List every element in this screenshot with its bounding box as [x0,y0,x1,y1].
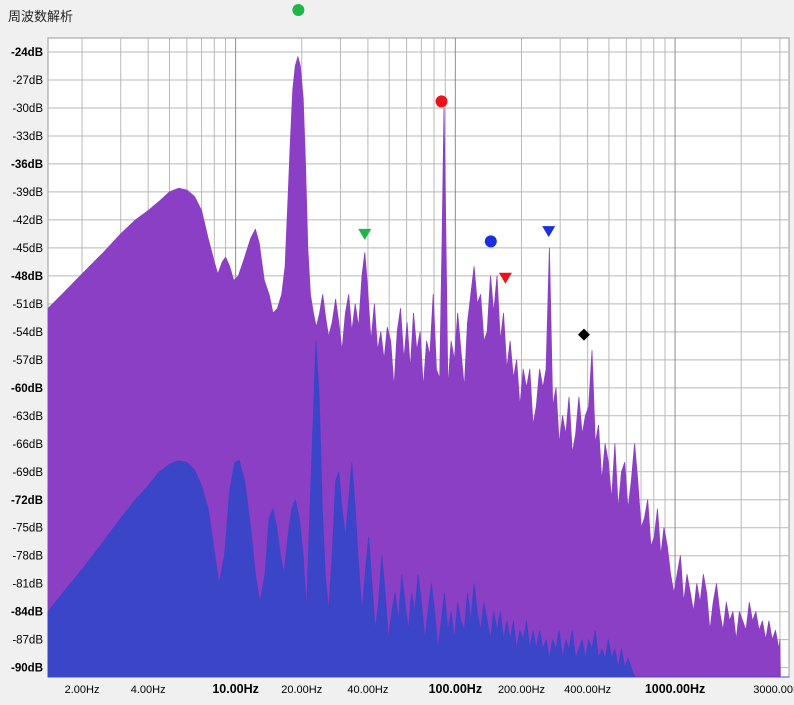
y-tick-label: -81dB [12,579,43,591]
y-tick-label: -60dB [11,383,43,395]
x-tick-label: 200.00Hz [498,684,545,696]
y-tick-label: -63dB [12,411,43,423]
y-tick-label: -48dB [11,271,43,283]
window-title: 周波数解析 [8,10,74,25]
y-tick-label: -27dB [12,75,43,87]
y-tick-label: -51dB [12,299,43,311]
y-tick-label: -54dB [12,327,43,339]
peak-marker-circle [435,95,448,108]
x-tick-label: 40.00Hz [347,684,388,696]
y-tick-label: -84dB [11,607,43,619]
peak-marker-triangle [542,226,556,238]
y-tick-label: -72dB [11,495,43,507]
y-tick-label: -66dB [12,439,43,451]
y-tick-label: -39dB [12,187,43,199]
y-tick-label: -36dB [11,159,43,171]
peak-marker-circle [484,235,497,248]
y-tick-label: -69dB [12,467,43,479]
y-tick-label: -42dB [12,215,43,227]
x-tick-label: 4.00Hz [131,684,166,696]
x-tick-label: 3000.00Hz [753,684,794,696]
y-tick-label: -45dB [12,243,43,255]
spectrum-area-2 [47,340,790,678]
y-tick-label: -24dB [11,47,43,59]
x-tick-label: 1000.00Hz [645,682,705,696]
x-tick-label: 400.00Hz [564,684,611,696]
y-tick-label: -30dB [12,103,43,115]
x-tick-label: 100.00Hz [429,682,483,696]
series-layer [47,56,790,678]
peak-marker-diamond [577,328,590,341]
x-tick-label: 2.00Hz [65,684,100,696]
peak-marker-triangle [498,272,512,284]
y-tick-label: -75dB [12,523,43,535]
y-tick-label: -57dB [12,355,43,367]
x-tick-label: 10.00Hz [212,682,259,696]
y-tick-label: -90dB [11,663,43,675]
y-tick-label: -78dB [12,551,43,563]
markers [292,4,590,341]
y-axis-labels: -24dB -27dB -30dB -33dB -36dB -39dB -42dB -45dB… [11,47,43,675]
peak-marker-circle [292,4,305,17]
x-tick-label: 20.00Hz [281,684,322,696]
x-axis-labels: 2.00Hz 4.00Hz 10.00Hz 20.00Hz 40.00Hz 100.00H… [65,682,794,696]
y-tick-label: -33dB [12,131,43,143]
peak-marker-triangle [358,228,372,240]
y-tick-label: -87dB [12,635,43,647]
